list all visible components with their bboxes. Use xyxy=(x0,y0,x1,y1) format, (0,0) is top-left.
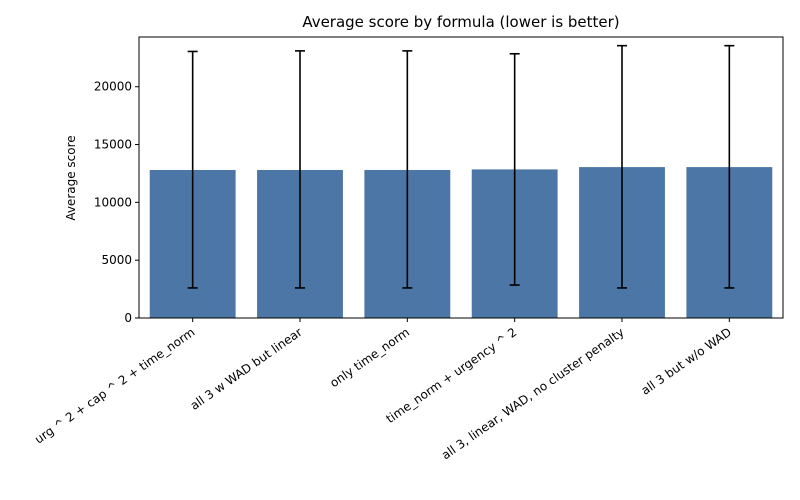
plot-frame xyxy=(138,36,784,319)
x-tick-label: all 3 w WAD but linear xyxy=(188,325,305,413)
y-tick-label: 15000 xyxy=(94,138,132,152)
x-tick-label: all 3 but w/o WAD xyxy=(639,325,734,398)
y-tick-label: 0 xyxy=(124,311,132,325)
y-tick-label: 10000 xyxy=(94,195,132,209)
x-tick-label: urg ^ 2 + cap ^ 2 + time_norm xyxy=(32,325,197,447)
x-tick-label: only time_norm xyxy=(327,325,412,390)
y-tick-label: 5000 xyxy=(101,253,132,267)
error-bars-group xyxy=(187,44,735,289)
y-ticks-group: 0 5000 10000 15000 20000 xyxy=(94,80,139,325)
chart-title: Average score by formula (lower is bette… xyxy=(302,13,619,31)
y-tick-label: 20000 xyxy=(94,80,132,94)
x-tick-label: all 3, linear, WAD, no cluster penalty xyxy=(439,325,627,462)
y-axis-label: Average score xyxy=(64,135,78,220)
bars-group xyxy=(149,167,773,318)
